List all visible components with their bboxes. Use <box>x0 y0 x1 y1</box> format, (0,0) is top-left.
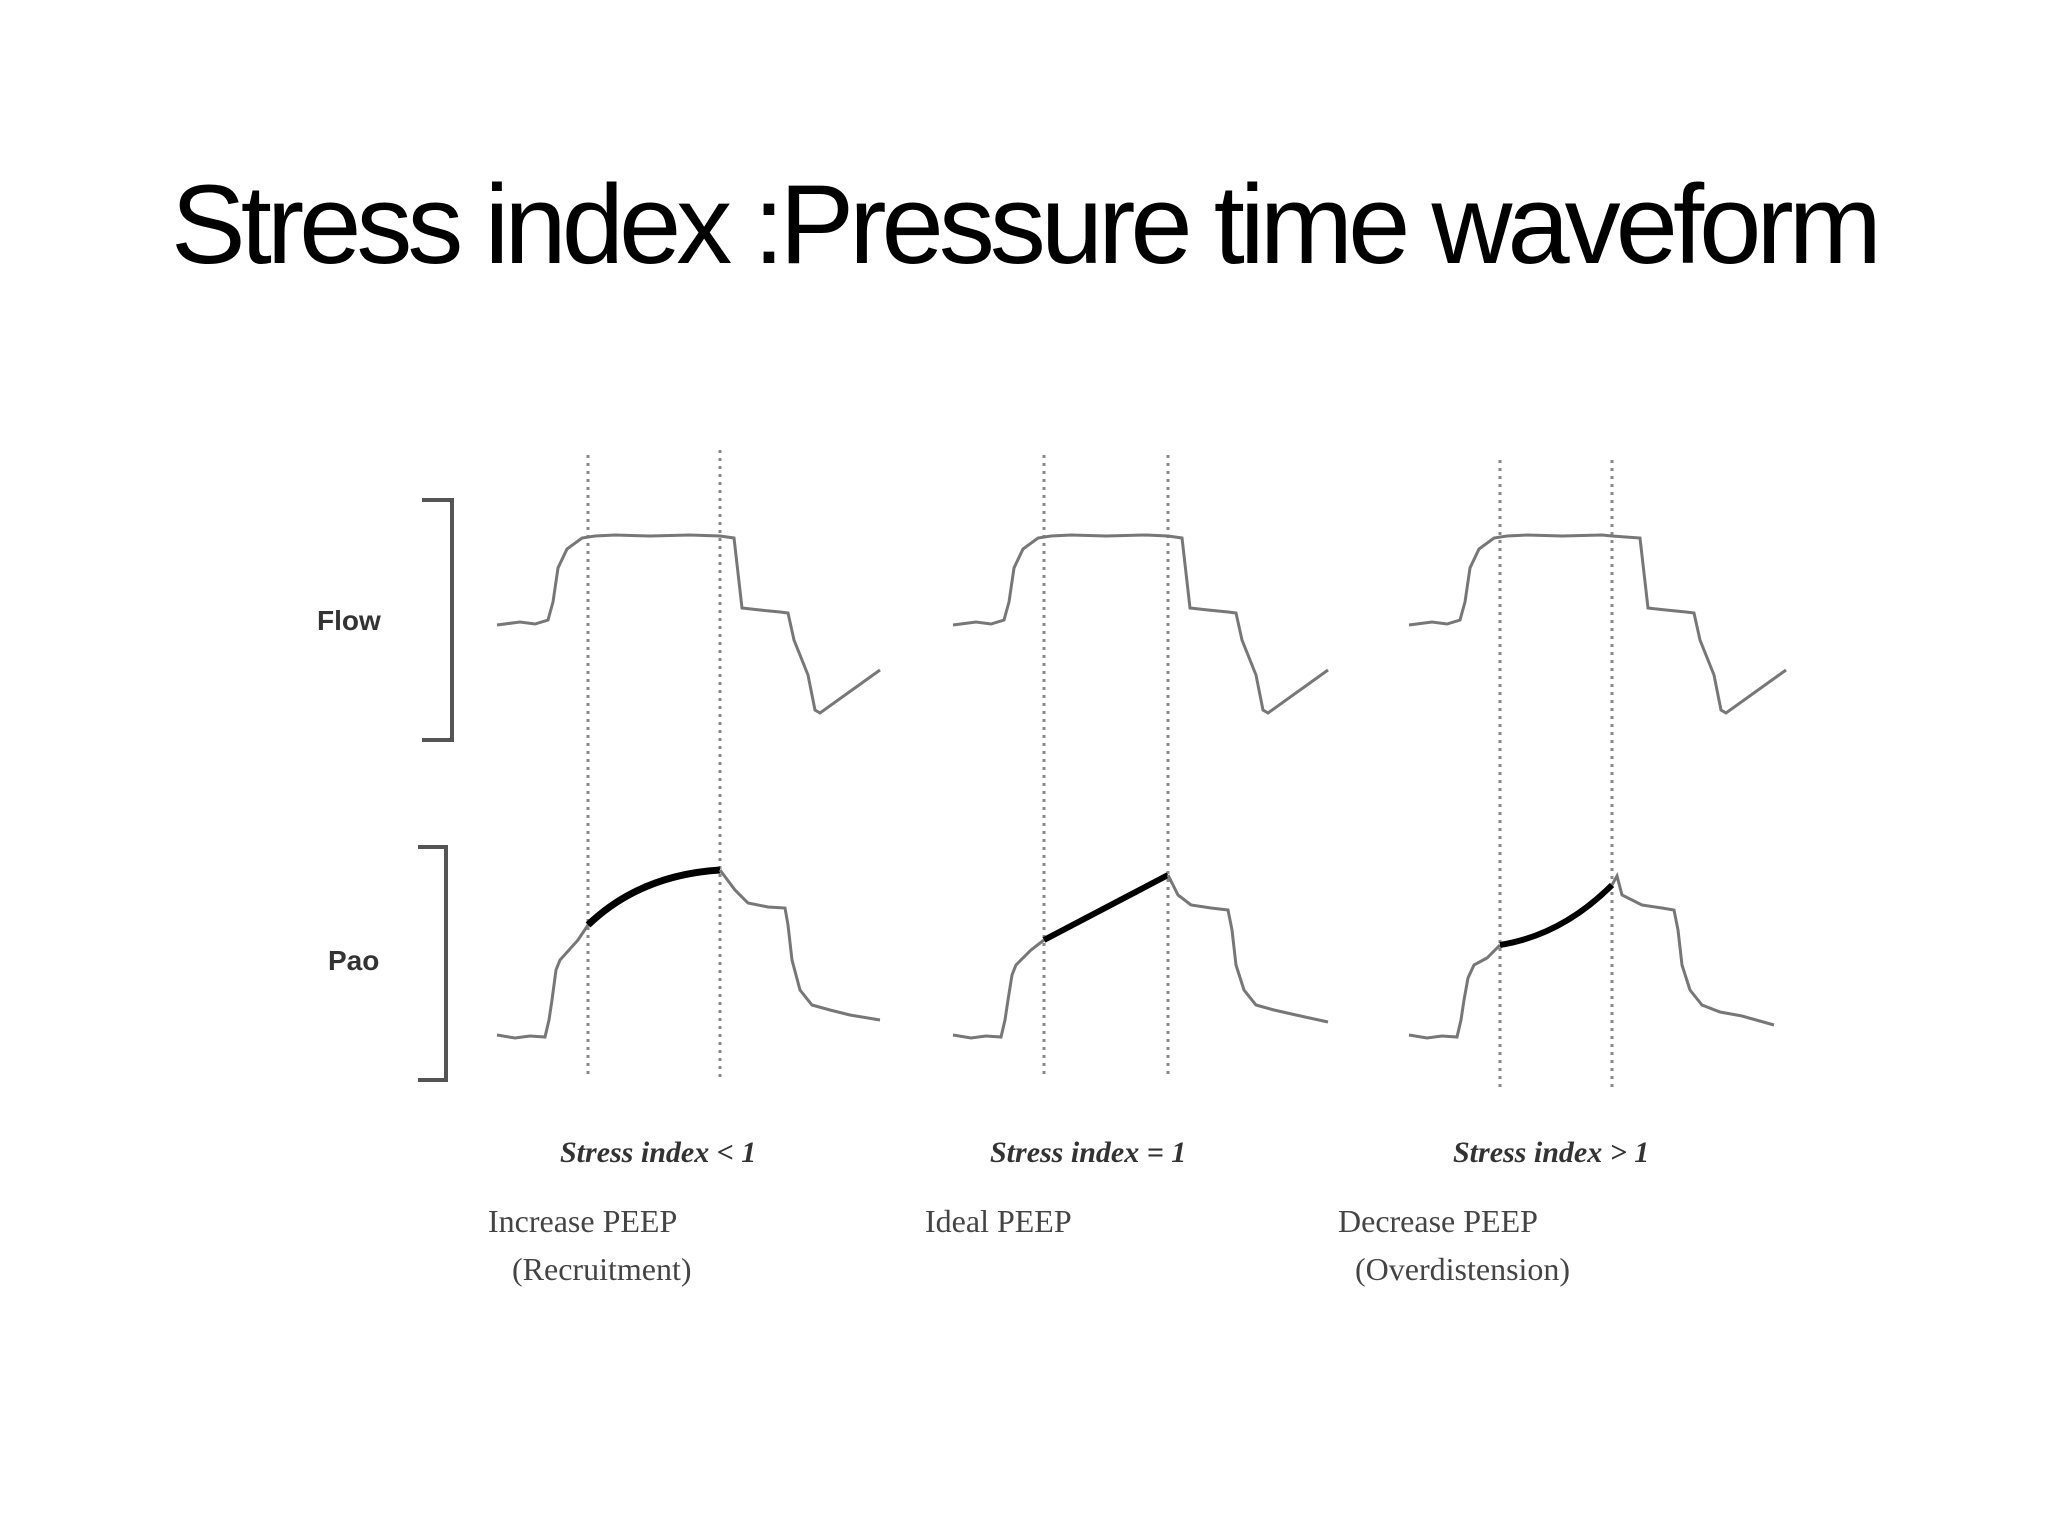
panel-2-peep-label: Ideal PEEP <box>925 1203 1072 1239</box>
panel-2-stress-index-label: Stress index = 1 <box>990 1136 1186 1169</box>
panel-recruitment <box>496 450 881 1078</box>
flow-bracket <box>422 498 454 742</box>
flow-axis-label: Flow <box>317 605 381 636</box>
pao-highlight-segment <box>1499 882 1615 948</box>
pao-highlight-segment <box>1042 872 1170 943</box>
flow-waveform <box>496 533 881 715</box>
pao-bracket <box>418 845 448 1082</box>
pao-waveform-tail <box>1610 872 1775 1027</box>
slide-title: Stress index :Pressure time waveform <box>171 162 1882 287</box>
panel-3-peep-sublabel: (Overdistension) <box>1355 1251 1570 1287</box>
pao-axis-label: Pao <box>328 945 379 976</box>
pao-waveform <box>952 938 1045 1040</box>
pao-waveform-tail <box>718 869 881 1022</box>
pao-waveform <box>496 924 590 1040</box>
panel-overdistension <box>1408 460 1787 1090</box>
pao-waveform <box>1408 943 1502 1040</box>
panel-1-stress-index-label: Stress index < 1 <box>560 1136 756 1169</box>
pao-highlight-segment <box>585 866 721 928</box>
panel-3-stress-index-label: Stress index > 1 <box>1453 1136 1649 1169</box>
panel-ideal <box>952 455 1329 1078</box>
pao-waveform-tail <box>1166 874 1329 1024</box>
flow-waveform <box>952 533 1329 715</box>
panel-1-peep-label: Increase PEEP <box>488 1203 677 1239</box>
flow-waveform <box>1408 533 1787 715</box>
panel-1-peep-sublabel: (Recruitment) <box>512 1251 691 1287</box>
panel-3-peep-label: Decrease PEEP <box>1338 1203 1538 1239</box>
